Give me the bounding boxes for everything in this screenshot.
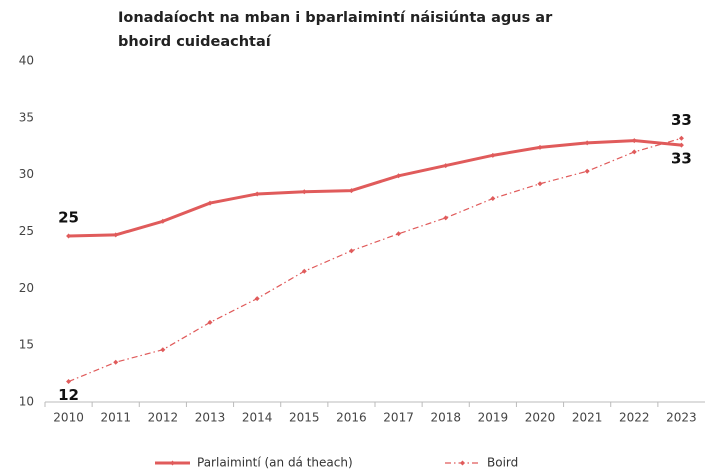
marker: [584, 168, 590, 174]
series-line: [68, 139, 682, 238]
x-tick-label: 2021: [572, 411, 603, 425]
marker: [301, 268, 307, 274]
marker: [301, 189, 307, 195]
x-tick-label: 2018: [430, 411, 461, 425]
marker: [348, 248, 354, 254]
marker: [443, 163, 449, 169]
marker: [348, 188, 354, 194]
marker: [631, 138, 637, 144]
marker: [631, 149, 637, 155]
marker: [490, 152, 496, 158]
y-tick-label: 25: [19, 224, 34, 238]
value-label: 25: [58, 209, 79, 227]
x-tick-label: 2023: [666, 411, 697, 425]
marker: [66, 233, 72, 239]
legend-marker: [170, 460, 175, 466]
marker: [113, 359, 119, 365]
x-tick-label: 2012: [148, 411, 179, 425]
marker: [396, 231, 402, 237]
marker: [160, 347, 166, 353]
x-tick-label: 2016: [336, 411, 367, 425]
y-tick-label: 30: [19, 167, 34, 181]
y-tick-label: 40: [19, 54, 34, 68]
y-tick-label: 20: [19, 281, 34, 295]
marker: [207, 200, 213, 206]
legend-label: Boird: [487, 456, 518, 470]
value-label: 33: [671, 150, 692, 168]
x-tick-label: 2010: [53, 411, 84, 425]
chart-title: Ionadaíocht na mban i bparlaimintí náisi…: [118, 10, 553, 50]
marker: [66, 379, 72, 385]
marker: [490, 196, 496, 202]
marker: [443, 215, 449, 221]
legend-marker: [460, 460, 465, 466]
x-tick-label: 2011: [100, 411, 131, 425]
x-tick-label: 2020: [525, 411, 556, 425]
marker: [537, 181, 543, 187]
marker: [160, 218, 166, 224]
marker: [113, 232, 119, 238]
x-tick-label: 2019: [478, 411, 509, 425]
marker: [584, 140, 590, 146]
x-tick-label: 2017: [383, 411, 414, 425]
x-tick-label: 2013: [195, 411, 226, 425]
x-tick-label: 2022: [619, 411, 650, 425]
y-tick-label: 35: [19, 110, 34, 124]
x-tick-label: 2015: [289, 411, 320, 425]
series-line: [68, 137, 682, 383]
value-label: 12: [58, 386, 79, 404]
marker: [537, 144, 543, 150]
marker: [254, 296, 260, 302]
marker: [396, 173, 402, 179]
value-label: 33: [671, 111, 692, 129]
marker: [207, 319, 213, 325]
y-tick-label: 10: [19, 395, 34, 409]
marker: [678, 135, 684, 141]
marker: [254, 191, 260, 197]
legend-label: Parlaimintí (an dá theach): [197, 456, 353, 470]
y-tick-label: 15: [19, 338, 34, 352]
x-tick-label: 2014: [242, 411, 273, 425]
marker: [678, 142, 684, 148]
